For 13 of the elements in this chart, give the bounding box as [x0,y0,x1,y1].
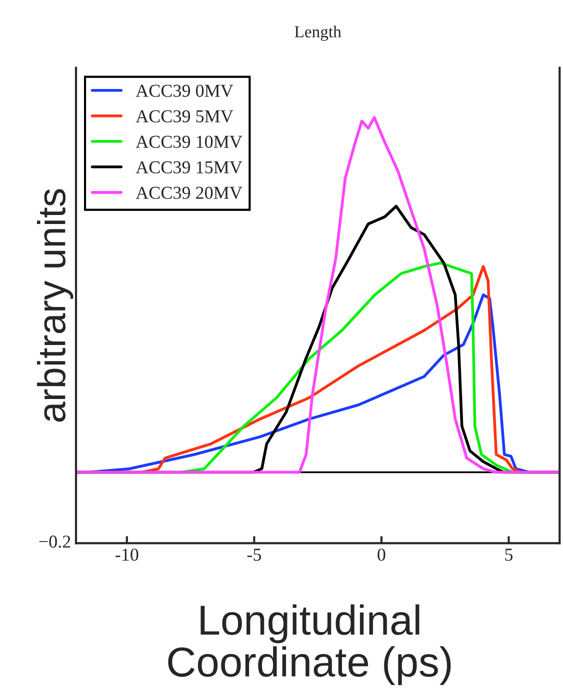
y-axis-title: arbitrary units [36,189,74,422]
x-tick-label: -10 [116,548,138,561]
legend-label: ACC39 15MV [136,161,242,174]
chart-title: Length [294,26,342,41]
legend-label: ACC39 10MV [136,136,242,148]
legend-label: ACC39 20MV [136,186,242,200]
x-tick-label: 0 [378,548,386,561]
x-tick-label: -5 [247,548,261,561]
legend-label: ACC39 0MV [136,84,234,97]
x-tick-label: 5 [505,548,513,561]
x-axis-title: Longitudinal Coordinate (ps) [168,604,451,686]
legend-label: ACC39 5MV [136,110,234,122]
text: −0.2 [39,536,70,548]
